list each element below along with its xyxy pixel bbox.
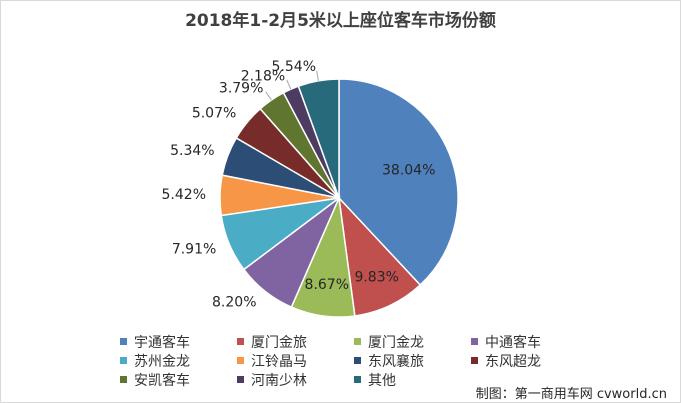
pie-slice-0: [338, 78, 459, 287]
leader-line-9: [286, 79, 292, 90]
legend-item-5: 江铃晶马: [237, 352, 354, 370]
legend-label-6: 东风襄旅: [368, 353, 424, 370]
legend: 宇通客车 厦门金旅 厦门金龙 中通客车苏州金龙 江铃晶马 东风襄旅 东风超龙安凯客车 河南少林…: [120, 333, 600, 389]
legend-swatch-9: [237, 376, 244, 383]
slice-label-6: 5.34%: [170, 143, 214, 159]
slice-label-4: 7.91%: [172, 241, 216, 257]
legend-swatch-8: [120, 376, 127, 383]
legend-label-8: 安凯客车: [134, 372, 190, 389]
leader-line-8: [265, 91, 272, 101]
legend-swatch-1: [237, 338, 244, 345]
slice-label-10: 5.54%: [272, 59, 316, 75]
legend-swatch-7: [471, 357, 478, 364]
pie-slice-10: [297, 78, 340, 199]
legend-label-1: 厦门金旅: [251, 334, 307, 351]
slice-label-2: 8.67%: [305, 277, 349, 293]
slice-label-9: 2.18%: [241, 68, 285, 84]
legend-item-10: 其他: [354, 371, 471, 389]
legend-label-7: 东风超龙: [485, 353, 541, 370]
slice-label-1: 9.83%: [354, 270, 398, 286]
legend-item-7: 东风超龙: [471, 352, 588, 370]
legend-label-10: 其他: [368, 372, 396, 389]
slice-label-8: 3.79%: [219, 81, 263, 97]
legend-swatch-0: [120, 338, 127, 345]
slice-label-3: 8.20%: [212, 294, 256, 310]
legend-label-4: 苏州金龙: [134, 353, 190, 370]
legend-label-3: 中通客车: [485, 334, 541, 351]
legend-item-0: 宇通客车: [120, 333, 237, 351]
pie-slice-1: [337, 195, 422, 317]
legend-swatch-2: [354, 338, 361, 345]
legend-swatch-3: [471, 338, 478, 345]
legend-item-8: 安凯客车: [120, 371, 237, 389]
credit-text: 制图：第一商用车网 cvworld.cn: [475, 387, 667, 402]
slice-label-5: 5.42%: [162, 187, 206, 203]
legend-item-1: 厦门金旅: [237, 333, 354, 351]
legend-item-2: 厦门金龙: [354, 333, 471, 351]
legend-swatch-10: [354, 376, 361, 383]
chart-title: 2018年1-2月5米以上座位客车市场份额: [185, 11, 496, 31]
legend-item-9: 河南少林: [237, 371, 354, 389]
slice-label-7: 5.07%: [192, 106, 236, 122]
legend-swatch-6: [354, 357, 361, 364]
legend-label-0: 宇通客车: [134, 334, 190, 351]
legend-label-2: 厦门金龙: [368, 334, 424, 351]
legend-item-6: 东风襄旅: [354, 352, 471, 370]
legend-label-9: 河南少林: [251, 372, 307, 389]
legend-item-3: 中通客车: [471, 333, 588, 351]
legend-label-5: 江铃晶马: [251, 353, 307, 370]
legend-swatch-4: [120, 357, 127, 364]
leader-line-10: [316, 70, 319, 81]
legend-item-4: 苏州金龙: [120, 352, 237, 370]
legend-swatch-5: [237, 357, 244, 364]
pie-chart: 38.04% 9.83% 8.67% 8.20% 7.91% 5.42% 5.34% 5.07…: [162, 59, 459, 318]
slice-label-0: 38.04%: [382, 163, 435, 179]
